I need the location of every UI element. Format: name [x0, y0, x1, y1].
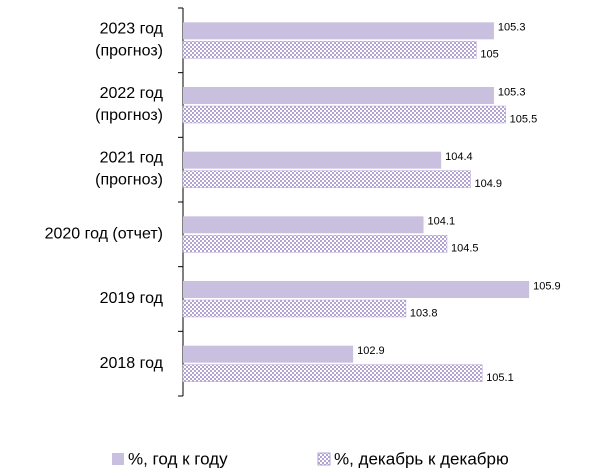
value-label: 102.9: [357, 345, 385, 357]
bar: [183, 87, 494, 104]
bar: [183, 345, 354, 363]
bar: [182, 364, 483, 382]
value-label: 104.1: [428, 216, 456, 228]
bar: [182, 41, 477, 59]
category-label: 2023 год (прогноз): [95, 21, 164, 60]
value-label: 105.3: [498, 86, 526, 98]
bar: [183, 216, 424, 234]
value-label: 105: [480, 49, 498, 61]
legend-label: %, год к году: [128, 449, 228, 468]
category-label: 2018 год: [100, 355, 164, 372]
value-label: 103.8: [410, 307, 438, 319]
legend-swatch: [112, 453, 124, 465]
bar: [183, 281, 530, 298]
bar: [182, 170, 471, 188]
value-label: 105.9: [533, 280, 561, 292]
bar: [183, 22, 494, 40]
value-label: 105.3: [498, 22, 526, 34]
legend-swatch: [317, 452, 331, 466]
value-label: 104.9: [474, 178, 502, 190]
bar: [183, 151, 442, 169]
category-label: 2022 год (прогноз): [95, 85, 164, 124]
category-label: 2021 год (прогноз): [95, 150, 164, 189]
bar: [182, 235, 448, 253]
value-label: 105.5: [510, 113, 538, 125]
legend-label: %, декабрь к декабрю: [334, 449, 509, 468]
category-label: 2019 год: [100, 290, 164, 307]
value-label: 105.1: [486, 372, 514, 384]
value-label: 104.5: [451, 243, 479, 255]
value-label: 104.4: [445, 151, 473, 163]
bar: [182, 105, 506, 124]
category-label: 2020 год (отчет): [45, 226, 163, 243]
bar: [182, 299, 407, 318]
